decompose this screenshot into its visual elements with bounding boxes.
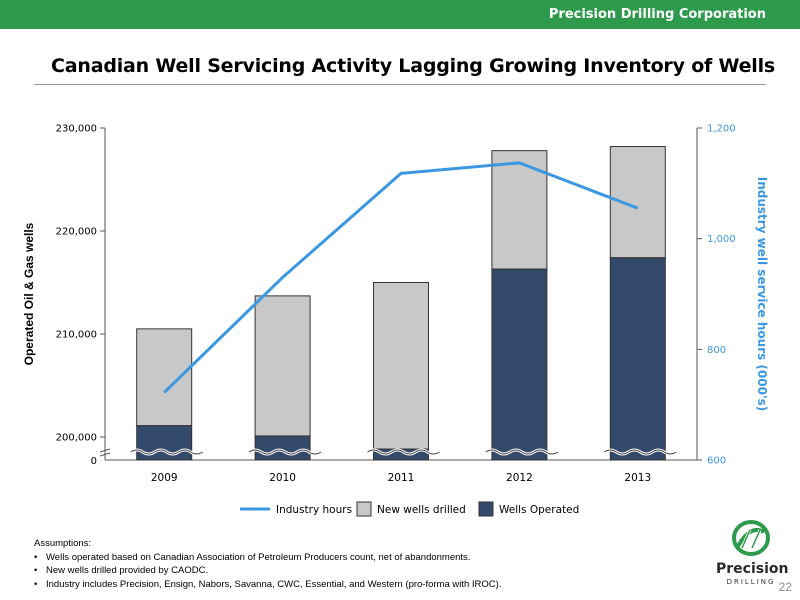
axis-break-mark — [99, 448, 111, 457]
title-divider — [34, 84, 766, 85]
bar-wells-operated — [491, 268, 548, 461]
bar-new-wells — [136, 328, 193, 427]
legend-swatch-wells-operated — [478, 501, 494, 517]
precision-logo-icon — [732, 520, 770, 556]
bar-break-line — [248, 449, 322, 455]
bar-wells-operated — [373, 448, 429, 461]
logo-subtitle: DRILLING — [726, 578, 776, 586]
bar-new-wells — [254, 295, 311, 437]
x-tick-label: 2012 — [506, 472, 533, 484]
legend-label-new-wells: New wells drilled — [377, 504, 466, 516]
right-tick-label: 800 — [707, 345, 726, 356]
legend-label-wells-operated: Wells Operated — [499, 504, 579, 516]
left-tick-label: 200,000 — [56, 433, 97, 444]
brand-name: Precision Drilling Corporation — [548, 7, 766, 22]
assumption-item: Industry includes Precision, Ensign, Nab… — [34, 578, 501, 592]
legend-label-industry-hours: Industry hours — [276, 504, 352, 516]
left-tick-label: 220,000 — [56, 227, 97, 238]
x-tick-label: 2009 — [151, 472, 178, 484]
bar-break-line — [604, 449, 677, 455]
bar-wells-operated — [136, 425, 193, 461]
slide-title: Canadian Well Servicing Activity Lagging… — [51, 55, 776, 77]
left-tick-label: 210,000 — [56, 330, 97, 341]
bar-wells-operated — [254, 435, 311, 461]
x-tick-label: 2011 — [388, 472, 415, 484]
page-number: 22 — [778, 580, 792, 594]
right-tick-label: 600 — [707, 456, 726, 467]
bar-break-line — [130, 449, 203, 455]
bar-break-line — [367, 449, 440, 455]
logo-wordmark: Precision — [716, 561, 789, 577]
x-tick-label: 2013 — [624, 472, 651, 484]
left-tick-label: 230,000 — [56, 124, 97, 135]
right-axis-title: Industry well service hours (000's) — [755, 177, 769, 412]
legend-swatch-new-wells — [356, 501, 372, 517]
right-tick-label: 1,200 — [707, 124, 736, 135]
assumption-item: Wells operated based on Canadian Associa… — [34, 551, 501, 565]
left-zero-label: 0 — [91, 456, 97, 467]
right-tick-label: 1,000 — [707, 234, 736, 245]
bar-break-line — [485, 449, 559, 455]
assumptions-heading: Assumptions: — [34, 538, 92, 549]
bar-new-wells — [491, 150, 548, 270]
x-tick-label: 2010 — [269, 472, 296, 484]
bar-new-wells — [373, 282, 429, 450]
assumptions-notes: Assumptions: Wells operated based on Can… — [34, 537, 501, 591]
top-banner: Precision Drilling Corporation — [0, 0, 800, 29]
assumptions-list: Wells operated based on Canadian Associa… — [34, 551, 501, 592]
left-axis-title: Operated Oil & Gas wells — [22, 222, 36, 365]
bar-wells-operated — [609, 257, 666, 461]
assumption-item: New wells drilled provided by CAODC. — [34, 564, 501, 578]
